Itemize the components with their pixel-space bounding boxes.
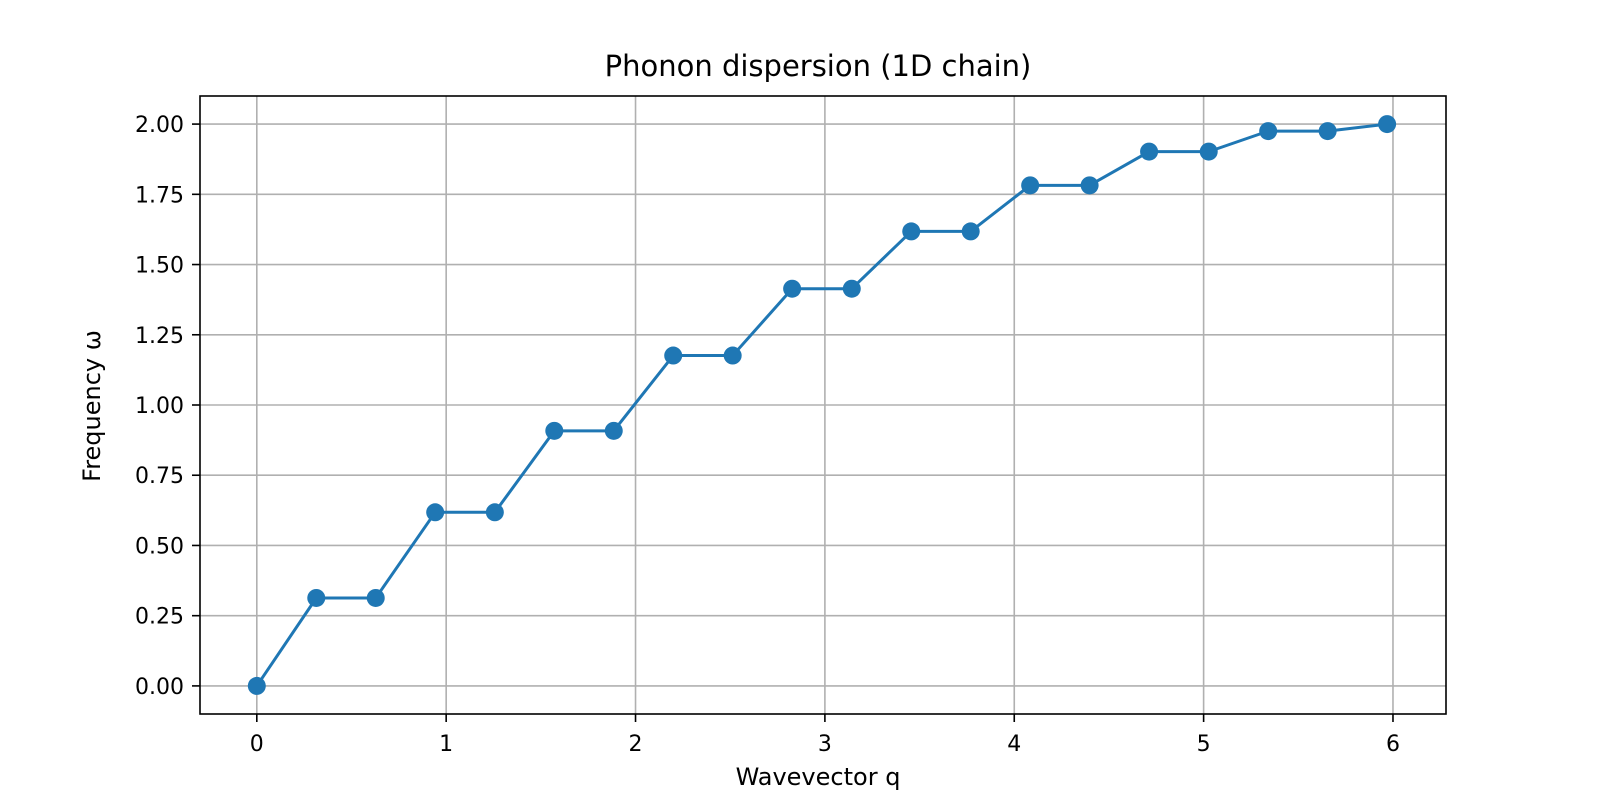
data-point: [1140, 142, 1159, 161]
x-tick-label: 5: [1197, 732, 1211, 757]
data-point: [366, 588, 385, 607]
data-point: [664, 346, 683, 365]
data-point: [842, 279, 861, 298]
series-line: [255, 122, 1388, 687]
y-tick-label: 0.00: [135, 675, 184, 700]
x-tick-label: 6: [1386, 732, 1400, 757]
y-tick-label: 1.50: [135, 254, 184, 279]
y-tick-label: 0.50: [135, 534, 184, 559]
data-point: [426, 503, 445, 522]
data-point: [604, 421, 623, 440]
data-point: [961, 222, 980, 241]
x-axis-label: Wavevector q: [736, 763, 901, 791]
data-point: [1378, 115, 1397, 134]
chart-title: Phonon dispersion (1D chain): [605, 49, 1032, 83]
x-tick-label: 4: [1007, 732, 1021, 757]
data-point: [247, 676, 266, 695]
data-point: [902, 222, 921, 241]
x-tick-label: 2: [629, 732, 643, 757]
y-tick-label: 1.25: [135, 324, 184, 349]
data-point: [485, 503, 504, 522]
ticks: 0 1 2 3 4 5 6 0.00 0.25 0.50 0.75 1.00 1.25 1.50 1.75 2…: [135, 113, 1400, 757]
data-point: [307, 588, 326, 607]
data-point: [1021, 176, 1040, 195]
data-point: [1080, 176, 1099, 195]
y-tick-label: 1.75: [135, 183, 184, 208]
y-tick-label: 2.00: [135, 113, 184, 138]
y-tick-label: 1.00: [135, 394, 184, 419]
data-point: [1199, 142, 1218, 161]
series-layer: [247, 115, 1397, 695]
x-tick-label: 3: [818, 732, 832, 757]
x-tick-label: 0: [250, 732, 264, 757]
y-axis-label: Frequency ω: [78, 330, 106, 482]
grid: [200, 96, 1446, 714]
data-point: [723, 346, 742, 365]
data-point: [1318, 122, 1337, 141]
data-point: [545, 421, 564, 440]
x-tick-label: 1: [439, 732, 453, 757]
data-point: [783, 279, 802, 298]
y-tick-label: 0.75: [135, 464, 184, 489]
y-tick-label: 0.25: [135, 605, 184, 630]
data-point: [1259, 122, 1278, 141]
